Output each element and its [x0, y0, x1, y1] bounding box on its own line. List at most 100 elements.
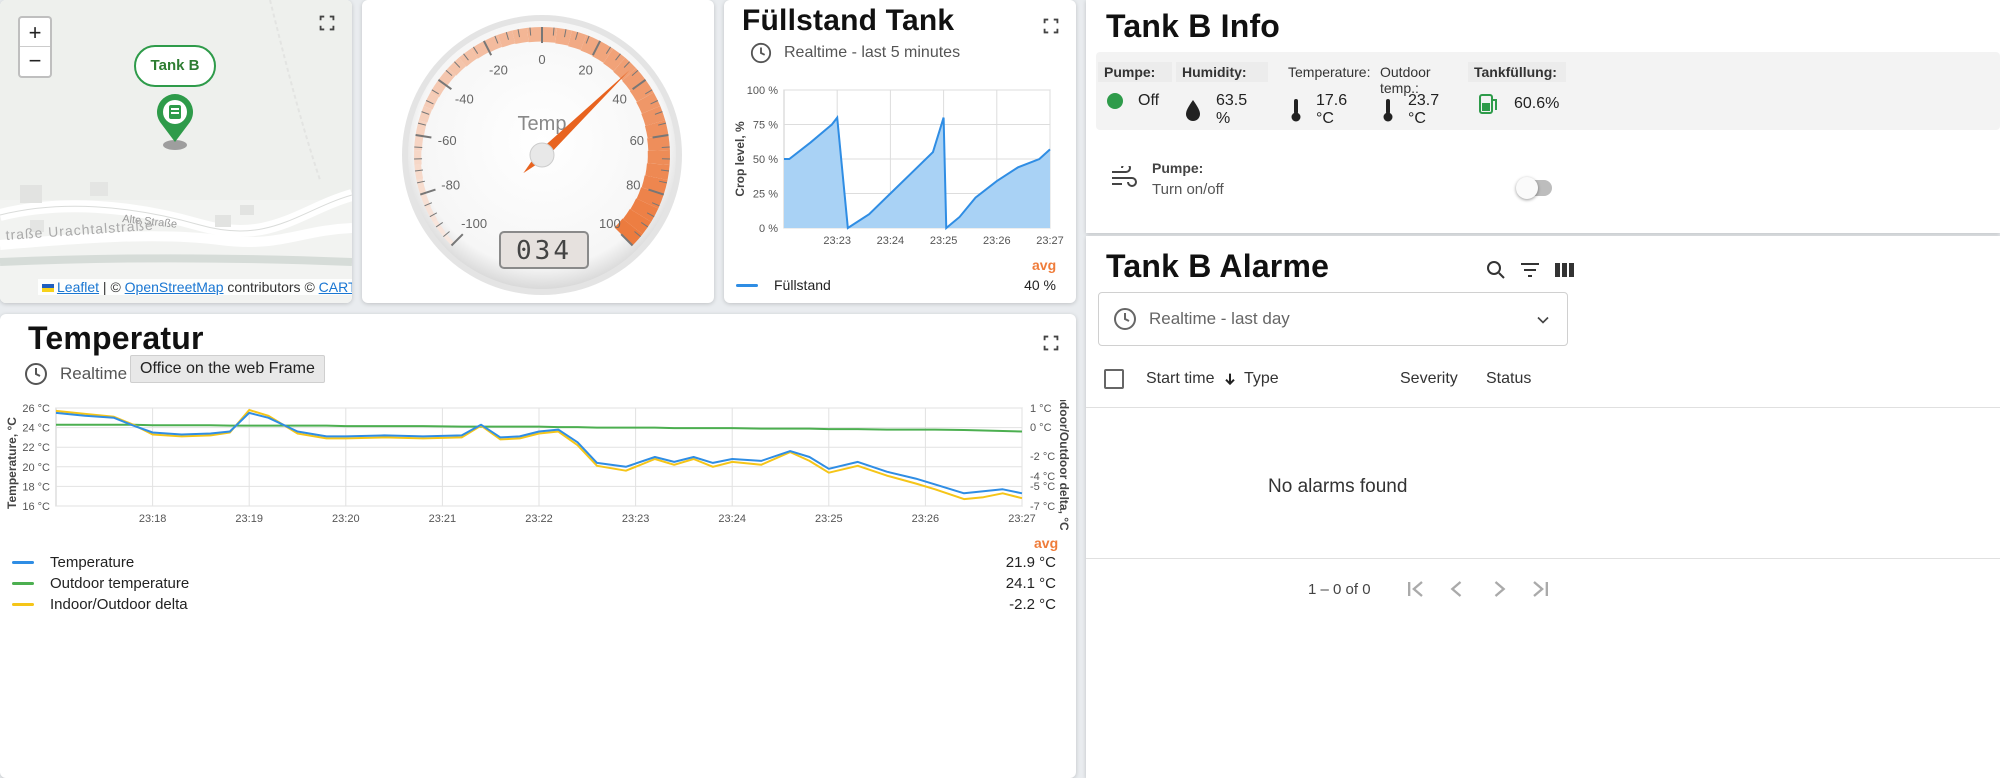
osm-link[interactable]: OpenStreetMap	[124, 279, 224, 295]
fuellstand-timewindow[interactable]: Realtime - last 5 minutes	[750, 42, 960, 64]
select-all-checkbox[interactable]	[1104, 369, 1124, 389]
gauge-minor-tick	[563, 29, 567, 38]
gauge-minor-tick	[431, 89, 439, 95]
gauge-tick-label: 100	[599, 216, 621, 231]
legend-swatch	[12, 582, 34, 585]
carto-link[interactable]: CARTO	[318, 279, 352, 295]
series-line-outdoor-temperature	[56, 423, 1023, 433]
zoom-out-button[interactable]: −	[28, 48, 42, 73]
gauge-minor-tick	[414, 169, 424, 172]
search-icon[interactable]	[1484, 258, 1508, 282]
value-text: 63.5 %	[1216, 92, 1248, 127]
y-tick-label: 100 %	[747, 85, 778, 97]
fullscreen-icon[interactable]	[1040, 332, 1062, 354]
columns-icon[interactable]	[1552, 258, 1576, 282]
legend-name: Outdoor temperature	[50, 575, 190, 592]
info-field-value: 17.6 °C	[1290, 92, 1347, 128]
legend-swatch	[12, 603, 34, 606]
info-field: Temperature:	[1282, 62, 1372, 82]
gauge-major-tick	[450, 233, 464, 247]
gauge-minor-tick	[646, 212, 655, 218]
y-axis-label: Crop level, %	[733, 121, 747, 197]
temp-legend-item[interactable]: Temperature	[12, 554, 134, 571]
gauge-band-segment	[629, 79, 654, 102]
gauge-band-segment	[438, 68, 456, 86]
fuell-legend-item[interactable]: Füllstand	[736, 277, 831, 293]
info-field-label: Outdoor temp.:	[1380, 64, 1431, 96]
gauge-minor-tick	[645, 89, 653, 95]
gauge-minor-tick	[640, 222, 649, 228]
chevron-down-icon[interactable]	[1533, 310, 1553, 330]
gauge-minor-tick	[605, 46, 612, 54]
x-tick-label: 23:26	[912, 513, 940, 525]
first-page-icon[interactable]	[1401, 575, 1429, 603]
temp-legend-item[interactable]: Outdoor temperature	[12, 575, 189, 592]
x-tick-label: 23:25	[815, 513, 843, 525]
info-field: Humidity:	[1176, 62, 1268, 82]
col-type[interactable]: Type	[1244, 370, 1279, 387]
prev-page-icon[interactable]	[1443, 575, 1471, 603]
fuell-legend-value: 40 %	[1024, 277, 1056, 293]
legend-name: Temperature	[50, 554, 135, 571]
info-field-value: 60.6%	[1476, 92, 1559, 116]
x-tick-label: 23:22	[525, 513, 553, 525]
temp-avg-header: avg	[1034, 535, 1059, 551]
gauge-minor-tick	[414, 146, 423, 148]
zoom-in-button[interactable]: +	[20, 18, 50, 47]
gauge-major-tick	[437, 78, 452, 90]
pump-toggle[interactable]	[1516, 177, 1552, 199]
gauge-band-segment	[526, 27, 542, 43]
col-severity[interactable]: Severity	[1400, 370, 1458, 387]
gauge-major-tick	[419, 188, 436, 196]
y-axis-label: Temperature, °C	[5, 417, 19, 509]
fullscreen-icon[interactable]	[316, 12, 338, 34]
fuellstand-line	[784, 114, 1051, 231]
gauge-minor-tick	[472, 46, 479, 54]
info-field-label: Pumpe:	[1098, 62, 1172, 82]
last-page-icon[interactable]	[1527, 575, 1555, 603]
leaflet-link[interactable]: Leaflet	[57, 279, 100, 295]
gauge-tick-label: -100	[461, 216, 487, 231]
gauge-minor-tick	[585, 35, 590, 44]
col-status[interactable]: Status	[1486, 370, 1532, 387]
gauge-band-segment	[414, 164, 424, 180]
temp-legend-value: 24.1 °C	[1005, 575, 1056, 592]
ukraine-flag-icon	[42, 284, 54, 292]
info-field-value: Off	[1106, 92, 1159, 110]
col-start-time[interactable]: Start time	[1146, 370, 1238, 388]
value-text: 60.6%	[1514, 95, 1560, 112]
temperature-gauge: -100 -80 -60 -40 -20 0 20 40 60 80 100 Temp 034	[402, 15, 682, 295]
temperature-card: Temperatur Realtime - la Office on the w…	[0, 314, 1076, 778]
gauge-tick-label: 40	[612, 92, 626, 107]
temp-legend-item[interactable]: Indoor/Outdoor delta	[12, 596, 188, 613]
x-tick-label: 23:24	[718, 513, 746, 525]
y-tick-label: 20 °C	[22, 462, 50, 474]
fuellstand-card: Füllstand Tank Realtime - last 5 minutes…	[724, 0, 1076, 303]
gauge-band-segment	[647, 149, 670, 166]
gauge-minor-tick	[615, 53, 621, 61]
timewindow-label: Realtime - last day	[1149, 309, 1290, 328]
x-tick-label: 23:27	[1008, 513, 1036, 525]
gauge-band-segment	[568, 30, 587, 51]
info-field-value: 63.5 %	[1184, 92, 1247, 128]
tank-info-card: Tank B Info Pumpe: Turn on/off Pumpe: Off…	[1086, 0, 2000, 233]
gauge-minor-tick	[623, 61, 630, 68]
zoom-control: + −	[18, 16, 52, 78]
info-field: Pumpe:	[1098, 62, 1172, 82]
gauge-major-tick	[415, 133, 432, 139]
y-tick-label: 16 °C	[22, 501, 50, 513]
gauge-minor-tick	[658, 122, 667, 126]
water-drop-icon	[1184, 99, 1202, 121]
alarms-timewindow[interactable]: Realtime - last day	[1098, 292, 1568, 346]
gauge-minor-tick	[416, 180, 425, 184]
gauge-band-segment	[430, 79, 447, 98]
fullscreen-icon[interactable]	[1040, 15, 1062, 37]
toggle-thumb	[1516, 177, 1538, 199]
value-text: 23.7 °C	[1408, 92, 1440, 127]
filter-icon[interactable]	[1518, 258, 1542, 282]
tank-marker-icon[interactable]	[150, 92, 200, 152]
gauge-band-segment	[425, 206, 438, 222]
next-page-icon[interactable]	[1485, 575, 1513, 603]
gauge-minor-tick	[660, 169, 670, 172]
gauge-minor-tick	[463, 53, 469, 61]
